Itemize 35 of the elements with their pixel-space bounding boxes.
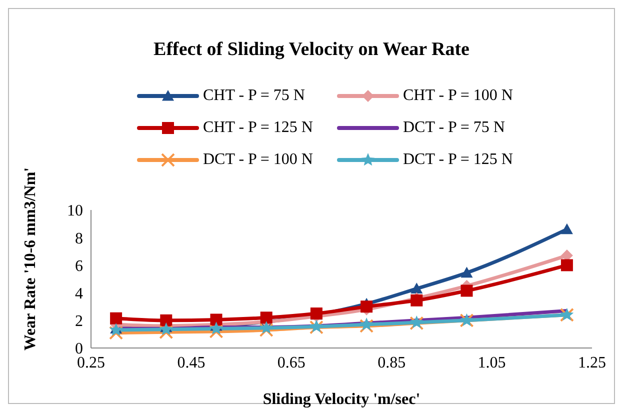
point [410, 282, 423, 294]
x-axis-title: Sliding Velocity 'm/sec' [262, 391, 420, 408]
point [160, 314, 172, 326]
point [360, 318, 374, 330]
point [109, 323, 123, 336]
x-tick-label: 0.85 [378, 354, 406, 372]
y-tick-label: 2 [75, 313, 83, 330]
point [460, 284, 473, 297]
point [560, 223, 573, 234]
x-tick-label: 0.45 [177, 354, 206, 372]
point [159, 322, 173, 336]
legend-label: DCT - P = 125 N [403, 151, 513, 169]
y-tick-label: 10 [67, 202, 83, 220]
point [110, 312, 122, 324]
point [560, 259, 573, 272]
legend-label: CHT - P = 125 N [203, 119, 313, 137]
x-tick-label: 1.25 [578, 354, 606, 372]
point [260, 320, 274, 334]
point [460, 266, 473, 278]
legend-label: CHT - P = 100 N [403, 87, 513, 105]
legend-label: DCT - P = 100 N [203, 151, 313, 169]
chart-title: Effect of Sliding Velocity on Wear Rate [152, 39, 470, 61]
x-tick-label: 1.05 [478, 354, 506, 372]
y-tick-label: 4 [75, 285, 83, 302]
y-axis-title: Wear Rate '10-6 mm3/Nm' [22, 167, 40, 351]
point [109, 326, 124, 340]
point [360, 318, 374, 333]
legend-label: CHT - P = 75 N [203, 87, 305, 105]
y-tick-label: 6 [75, 258, 83, 275]
x-tick-label: 0.65 [277, 354, 306, 372]
y-tick-label: 8 [75, 230, 83, 248]
legend-label: DCT - P = 75 N [403, 119, 505, 137]
point [260, 312, 272, 324]
point [159, 325, 174, 340]
point [259, 323, 274, 338]
